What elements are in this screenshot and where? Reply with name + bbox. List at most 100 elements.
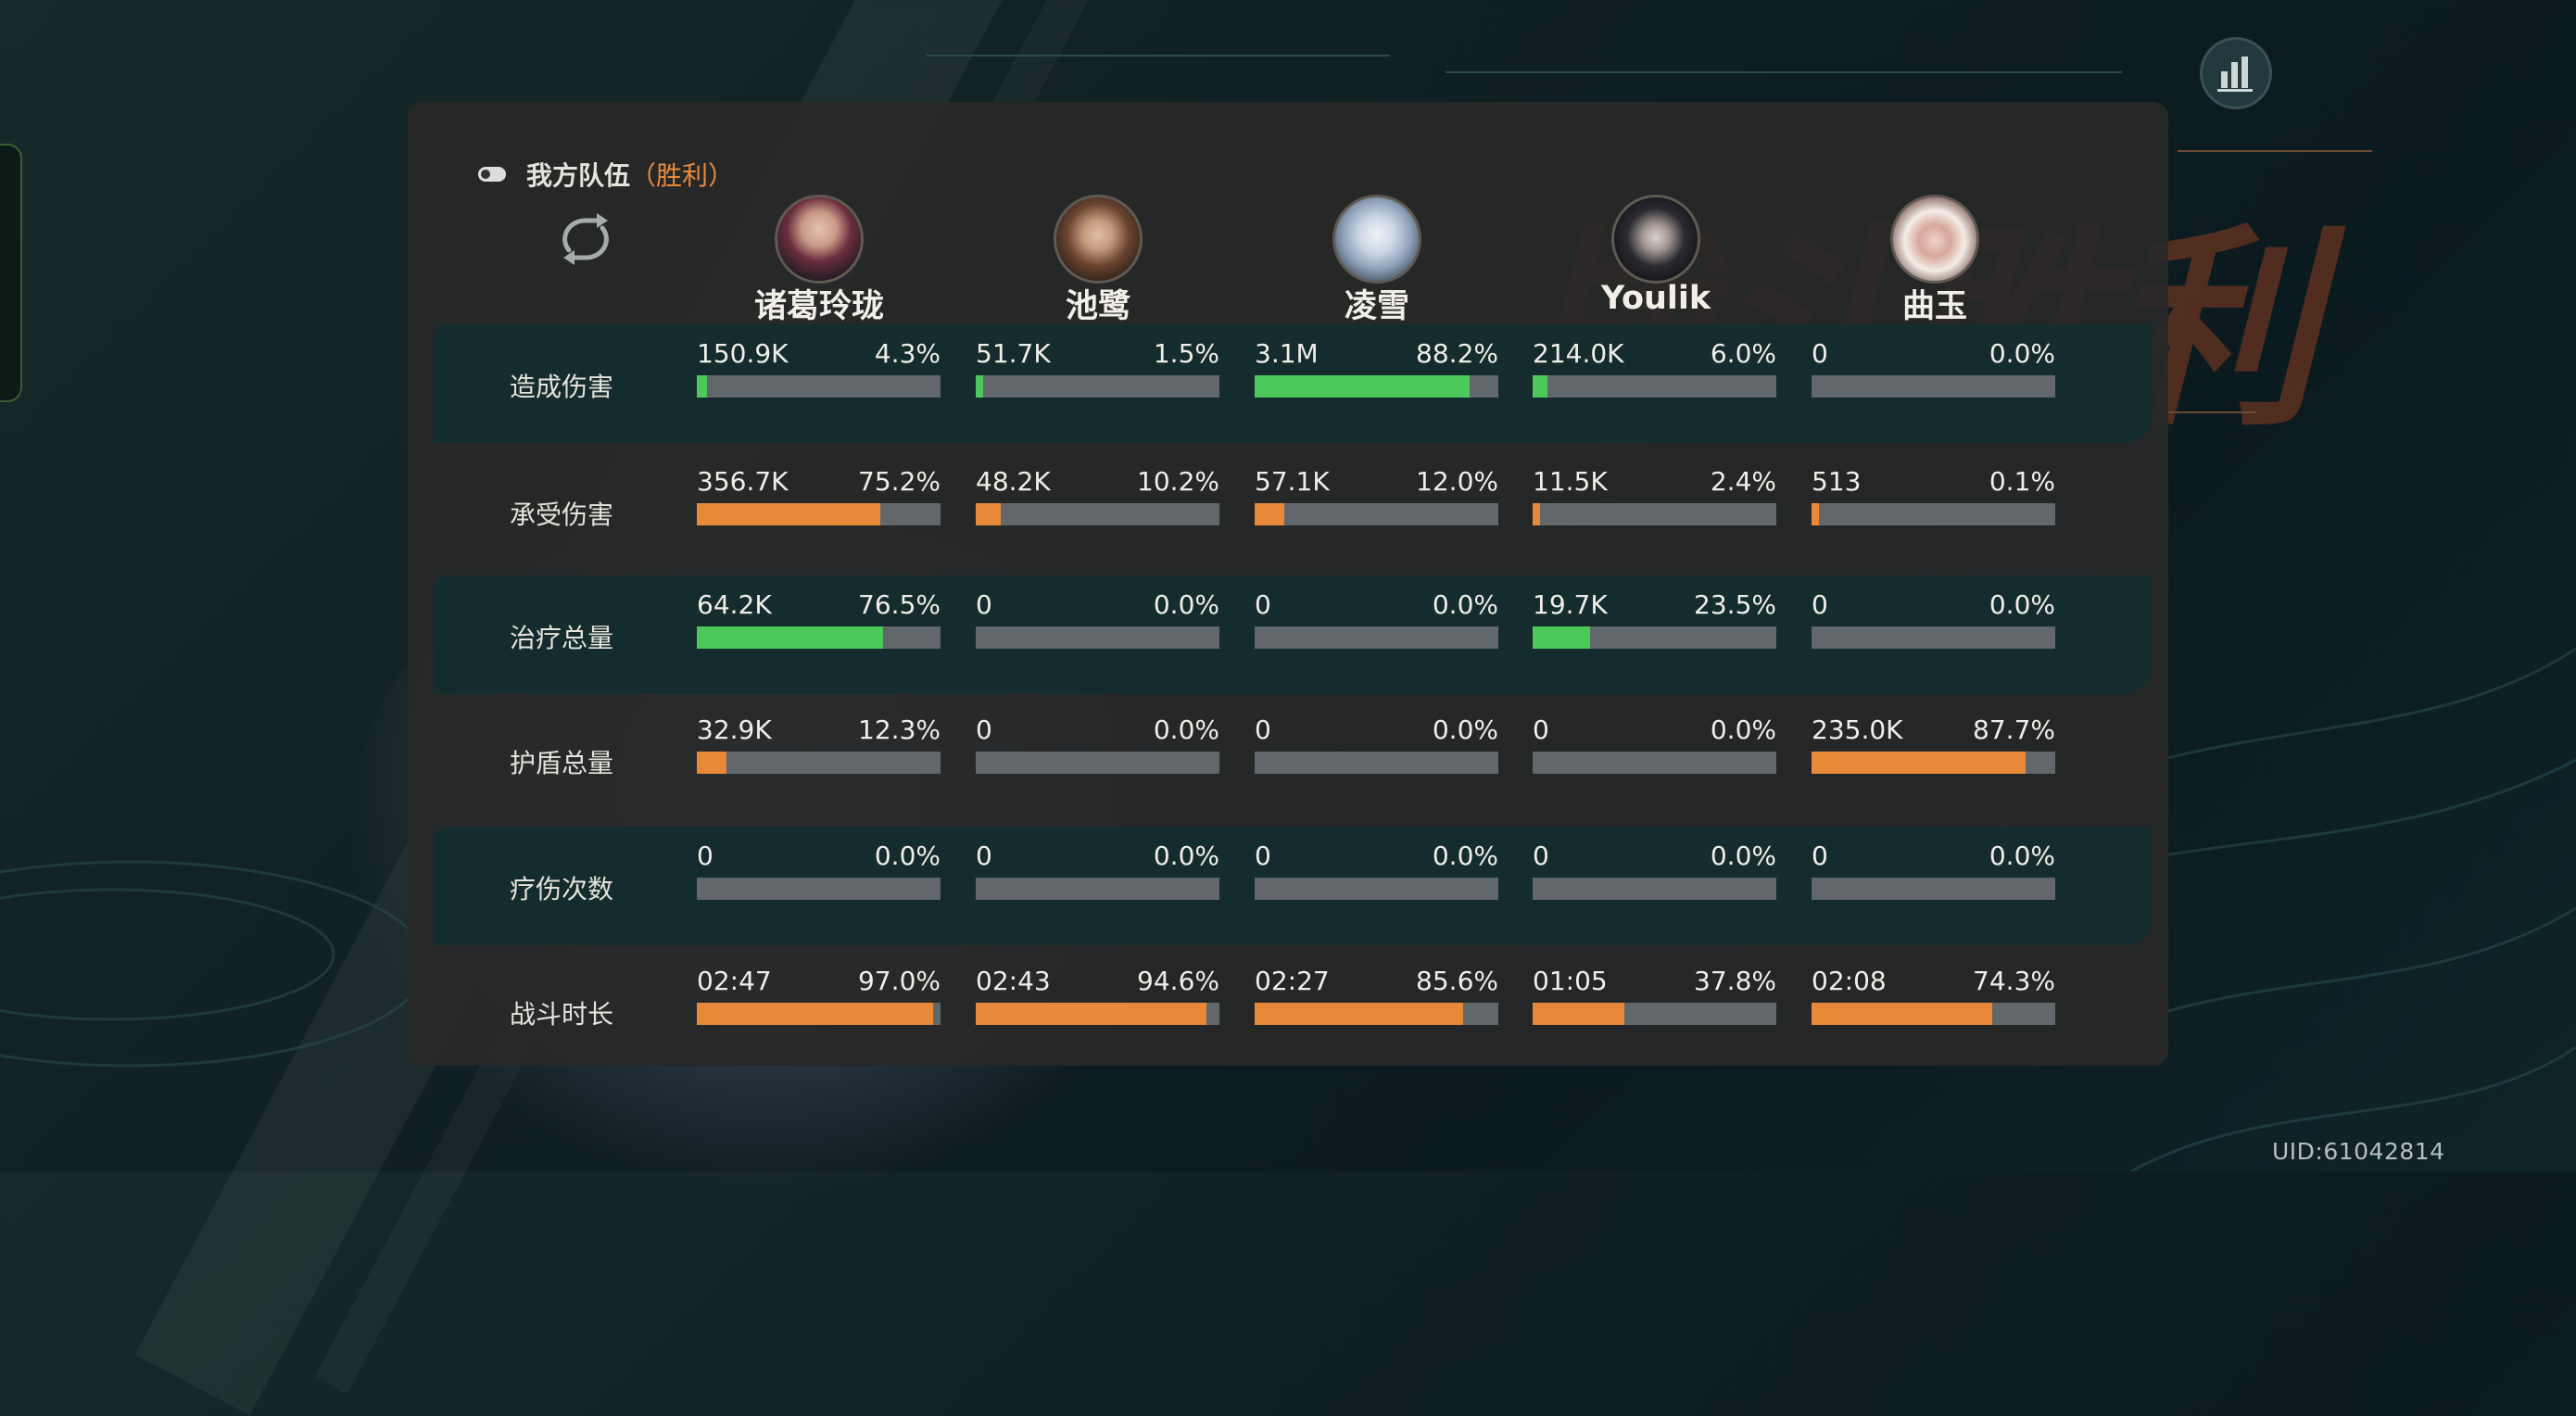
stat-values: 0 0.0% [976, 589, 1219, 621]
hero-column[interactable]: Youlik [1540, 195, 1772, 317]
statistics-button[interactable] [2200, 37, 2272, 109]
hero-column[interactable]: 凌雪 [1261, 195, 1493, 327]
stat-value: 02:47 [697, 966, 772, 996]
stat-values: 32.9K 12.3% [697, 714, 941, 746]
stat-values: 3.1M 88.2% [1255, 338, 1498, 370]
stat-values: 57.1K 12.0% [1255, 466, 1498, 498]
stat-value: 01:05 [1533, 966, 1608, 996]
stat-value: 0 [1255, 589, 1271, 620]
stat-cell: 0 0.0% [1255, 841, 1498, 900]
stat-value: 32.9K [697, 714, 772, 745]
stat-value: 0 [976, 714, 992, 745]
stat-cell: 11.5K 2.4% [1533, 466, 1776, 525]
stat-cell: 02:43 94.6% [976, 966, 1219, 1025]
stat-percent: 97.0% [858, 966, 941, 996]
stat-progress-bar [976, 375, 1219, 398]
stat-label: 承受伤害 [510, 499, 614, 530]
stat-cell: 0 0.0% [697, 841, 941, 900]
stat-values: 0 0.0% [1533, 841, 1776, 872]
stat-values: 513 0.1% [1812, 466, 2055, 498]
stat-percent: 37.8% [1694, 966, 1776, 996]
stat-cell: 0 0.0% [1812, 841, 2055, 900]
stat-progress-bar [1255, 626, 1498, 649]
stat-percent: 0.0% [1153, 841, 1219, 871]
stat-values: 0 0.0% [1812, 589, 2055, 621]
stat-values: 0 0.0% [1812, 841, 2055, 872]
bar-chart-icon [2217, 57, 2253, 92]
hero-column[interactable]: 曲玉 [1819, 195, 2051, 327]
stat-label: 治疗总量 [510, 623, 614, 653]
stat-percent: 0.0% [1432, 841, 1498, 871]
stat-values: 01:05 37.8% [1533, 966, 1776, 997]
stat-cell: 235.0K 87.7% [1812, 714, 2055, 774]
stat-value: 02:27 [1255, 966, 1330, 996]
stat-percent: 0.0% [1710, 714, 1776, 745]
stat-percent: 4.3% [874, 338, 941, 369]
stat-progress-bar [976, 626, 1219, 649]
stat-values: 48.2K 10.2% [976, 466, 1219, 498]
stat-value: 235.0K [1812, 714, 1903, 745]
stat-percent: 10.2% [1137, 466, 1219, 497]
stat-values: 0 0.0% [1255, 589, 1498, 621]
stat-cell: 51.7K 1.5% [976, 338, 1219, 398]
team-title: 我方队伍 [526, 160, 631, 191]
stat-progress-bar [1812, 626, 2055, 649]
stat-values: 0 0.0% [976, 714, 1219, 746]
stat-percent: 0.0% [1989, 589, 2055, 620]
stat-progress-bar [1533, 375, 1776, 398]
decorative-line [2159, 411, 2256, 413]
stat-value: 64.2K [697, 589, 772, 620]
stat-values: 02:43 94.6% [976, 966, 1219, 997]
stat-label: 疗伤次数 [510, 874, 614, 904]
stat-value: 0 [976, 841, 992, 871]
hero-name: 诸葛玲珑 [753, 288, 884, 325]
side-drawer-tab[interactable] [0, 144, 22, 402]
stat-value: 214.0K [1533, 338, 1624, 369]
hero-avatar [775, 195, 864, 284]
hero-column[interactable]: 诸葛玲珑 [703, 195, 935, 327]
stat-value: 48.2K [976, 466, 1051, 497]
stat-progress-fill [1533, 626, 1590, 649]
stat-cell: 0 0.0% [1812, 338, 2055, 398]
stat-cell: 0 0.0% [976, 589, 1219, 649]
stat-cell: 64.2K 76.5% [697, 589, 941, 649]
stat-progress-bar [1812, 752, 2055, 774]
stat-value: 0 [1812, 338, 1828, 369]
stat-progress-fill [1533, 503, 1540, 525]
stat-cell: 3.1M 88.2% [1255, 338, 1498, 398]
stat-values: 02:08 74.3% [1812, 966, 2055, 997]
stat-cell: 0 0.0% [1255, 714, 1498, 774]
stat-progress-bar [1533, 752, 1776, 774]
stat-progress-fill [1255, 1003, 1464, 1025]
stat-progress-bar [976, 878, 1219, 900]
hero-column[interactable]: 池鹭 [982, 195, 1214, 327]
stat-cell: 0 0.0% [1255, 589, 1498, 649]
stat-values: 0 0.0% [976, 841, 1219, 872]
stat-values: 356.7K 75.2% [697, 466, 941, 498]
stat-progress-fill [976, 1003, 1206, 1025]
stat-value: 0 [697, 841, 713, 871]
stat-progress-bar [1812, 375, 2055, 398]
stat-progress-bar [1812, 878, 2055, 900]
stat-percent: 88.2% [1416, 338, 1498, 369]
team-header: 我方队伍 （胜利） [478, 156, 734, 193]
toggle-icon[interactable] [478, 167, 506, 182]
stat-value: 513 [1812, 466, 1862, 497]
battle-result: （胜利） [630, 160, 735, 191]
stat-value: 57.1K [1255, 466, 1330, 497]
stat-progress-bar [976, 503, 1219, 525]
stat-value: 0 [976, 589, 992, 620]
hero-name: 凌雪 [1344, 288, 1409, 325]
refresh-icon[interactable] [554, 211, 617, 267]
stat-values: 02:47 97.0% [697, 966, 941, 997]
stat-progress-bar [1255, 503, 1498, 525]
stat-values: 0 0.0% [697, 841, 941, 872]
stat-cell: 32.9K 12.3% [697, 714, 941, 774]
stat-percent: 94.6% [1137, 966, 1219, 996]
stat-percent: 0.0% [1989, 841, 2055, 871]
stat-progress-bar [1812, 1003, 2055, 1025]
stat-progress-bar [1255, 752, 1498, 774]
stat-percent: 0.1% [1989, 466, 2055, 497]
stat-values: 0 0.0% [1255, 714, 1498, 746]
stat-values: 02:27 85.6% [1255, 966, 1498, 997]
